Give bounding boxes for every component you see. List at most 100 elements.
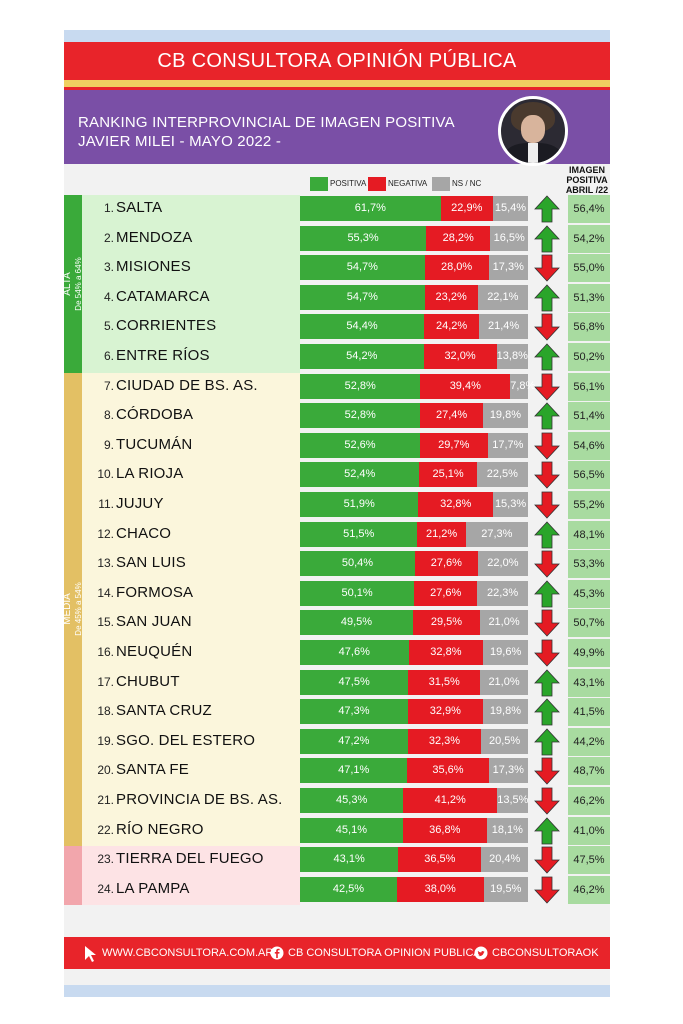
table-row: 23. TIERRA DEL FUEGO 43,1% 36,5% 20,4% 47,5%	[64, 846, 610, 875]
province-name: MISIONES	[116, 258, 191, 276]
province-name: MENDOZA	[116, 228, 193, 246]
stacked-bar: 43,1% 36,5% 20,4%	[300, 847, 528, 873]
bar-negative: 25,1%	[419, 462, 477, 488]
april-header-line: POSITIVA	[566, 175, 608, 185]
data-label: 19,8%	[489, 705, 522, 718]
bar-positive: 47,5%	[300, 669, 409, 695]
footer-web-link[interactable]: WWW.CBCONSULTORA.COM.AR	[102, 947, 274, 959]
stacked-bar: 47,3% 32,9% 19,8%	[300, 699, 528, 725]
rank-number: 18.	[97, 704, 114, 719]
legend-swatch	[310, 177, 328, 191]
bar-negative: 28,2%	[426, 225, 491, 251]
table-row: 11. JUJUY 51,9% 32,8% 15,3% 55,2%	[64, 491, 610, 519]
table-row: 2. MENDOZA 55,3% 28,2% 16,5% 54,2%	[64, 224, 610, 253]
data-label: 54,4%	[346, 320, 378, 333]
province-name: ENTRE RÍOS	[116, 347, 210, 364]
rank-number: 7.	[103, 378, 114, 393]
data-label: 23,2%	[435, 290, 467, 303]
rank-number: 3.	[103, 260, 114, 275]
arrow-down-icon	[534, 432, 560, 460]
header-red-stripe	[64, 87, 610, 90]
province-name: LA RIOJA	[116, 465, 184, 483]
data-label: 29,5%	[430, 616, 463, 629]
bar-positive: 52,4%	[300, 462, 420, 488]
province-name: CHUBUT	[116, 672, 180, 690]
rank-number: 4.	[103, 289, 114, 304]
bar-negative: 23,2%	[424, 284, 478, 310]
data-label: 52,8%	[344, 409, 376, 422]
data-label: 35,6%	[432, 764, 464, 777]
arrow-up-icon	[534, 195, 560, 223]
data-label: 20,5%	[489, 734, 521, 747]
data-label: 22,1%	[487, 290, 519, 303]
footer-twitter-link[interactable]: CBCONSULTORAOK	[492, 947, 599, 959]
table-row: 21. PROVINCIA DE BS. AS. 45,3% 41,2% 13,5% 46…	[64, 787, 610, 815]
province-name: SANTA FE	[116, 761, 190, 779]
arrow-up-icon	[534, 343, 560, 371]
table-row: 19. SGO. DEL ESTERO 47,2% 32,3% 20,5% 44,2%	[64, 727, 610, 756]
table-row: 10. LA RIOJA 52,4% 25,1% 22,5% 56,5%	[64, 461, 610, 490]
april-value: 56,8%	[568, 313, 610, 342]
bar-positive: 47,2%	[300, 728, 408, 754]
bar-nsnc: 13,8%	[496, 344, 528, 369]
data-label: 28,2%	[442, 231, 474, 244]
bar-negative: 39,4%	[420, 373, 511, 399]
province-name: CHACO	[116, 524, 172, 542]
rank-number: 16.	[97, 645, 114, 659]
stacked-bar: 50,4% 27,6% 22,0%	[300, 551, 528, 577]
stacked-bar: 52,4% 25,1% 22,5%	[300, 462, 528, 488]
bar-positive: 47,6%	[300, 640, 409, 665]
bar-positive: 47,1%	[300, 758, 408, 784]
stacked-bar: 54,7% 23,2% 22,1%	[300, 284, 528, 310]
bar-negative: 41,2%	[403, 788, 498, 813]
rank-number: 13.	[97, 556, 114, 571]
province-name: CORRIENTES	[116, 317, 217, 335]
bar-positive: 51,5%	[300, 521, 418, 547]
bar-nsnc: 19,6%	[483, 640, 528, 665]
bar-positive: 49,5%	[300, 610, 413, 636]
bar-nsnc: 17,7%	[487, 432, 528, 458]
rank-number: 8.	[103, 408, 114, 423]
cursor-icon	[82, 937, 98, 969]
april-value: 46,2%	[568, 875, 610, 904]
table-row: 14. FORMOSA 50,1% 27,6% 22,3% 45,3%	[64, 579, 610, 608]
bar-nsnc: 15,4%	[492, 196, 528, 221]
bar-positive: 61,7%	[300, 196, 441, 221]
table-row: 15. SAN JUAN 49,5% 29,5% 21,0% 50,7%	[64, 609, 610, 638]
data-label: 19,8%	[489, 409, 522, 422]
arrow-up-icon	[534, 580, 560, 608]
data-label: 32,9%	[429, 705, 461, 718]
data-label: 52,6%	[344, 438, 376, 451]
bar-positive: 52,8%	[300, 403, 421, 429]
arrow-up-icon	[534, 402, 560, 430]
rank-number: 1.	[103, 201, 114, 215]
data-label: 19,5%	[490, 882, 522, 895]
bar-negative: 32,8%	[408, 640, 484, 665]
stacked-bar: 50,1% 27,6% 22,3%	[300, 580, 528, 606]
rank-number: 5.	[103, 319, 114, 334]
bar-negative: 21,2%	[417, 521, 466, 547]
stacked-bar: 51,9% 32,8% 15,3%	[300, 492, 528, 517]
rank-number: 17.	[97, 674, 114, 689]
rank-number: 12.	[97, 526, 114, 541]
april-value: 41,5%	[568, 698, 610, 727]
data-label: 47,5%	[338, 675, 370, 688]
group-label: ALTA De 54% a 64%	[62, 195, 83, 373]
data-label: 47,1%	[338, 764, 370, 777]
rank-number: 19.	[97, 733, 114, 748]
province-name: CIUDAD DE BS. AS.	[116, 376, 258, 394]
data-label: 16,5%	[493, 231, 525, 244]
data-label: 20,4%	[489, 853, 521, 866]
bar-negative: 27,4%	[420, 403, 483, 429]
footer-facebook-link[interactable]: CB CONSULTORA OPINION PUBLICA	[288, 947, 481, 959]
bar-negative: 29,7%	[419, 432, 488, 458]
table-row: 6. ENTRE RÍOS 54,2% 32,0% 13,8% 50,2%	[64, 343, 610, 371]
infographic-card: CB CONSULTORA OPINIÓN PÚBLICA RANKING IN…	[62, 30, 610, 997]
bar-nsnc: 7,8%	[510, 373, 535, 399]
april-value: 46,2%	[568, 787, 610, 815]
group-label: MEDIA De 45% a 54%	[62, 372, 83, 847]
april-value: 47,5%	[568, 846, 610, 875]
stacked-bar: 47,1% 35,6% 17,3%	[300, 758, 528, 784]
province-name: SALTA	[116, 199, 163, 216]
bar-nsnc: 22,5%	[476, 462, 528, 488]
